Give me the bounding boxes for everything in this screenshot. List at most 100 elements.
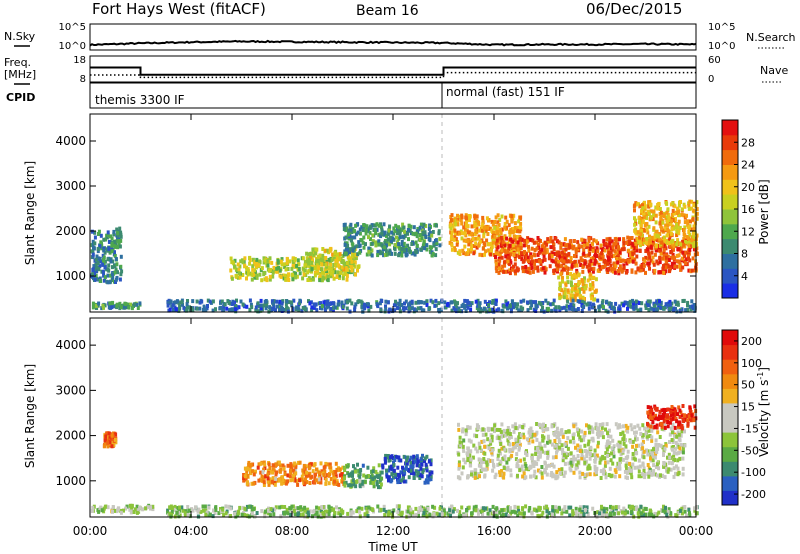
echo-cell <box>346 254 350 259</box>
echo-cell <box>376 304 380 309</box>
echo-cell <box>271 470 275 475</box>
echo-cell <box>458 231 461 236</box>
echo-cell <box>640 442 644 447</box>
echo-cell <box>624 444 628 449</box>
echo-cell <box>599 243 603 248</box>
echo-cell <box>385 234 388 239</box>
echo-cell <box>502 428 506 433</box>
echo-cell <box>618 304 622 309</box>
echo-cell <box>528 270 532 275</box>
echo-cell <box>581 282 585 287</box>
echo-cell <box>597 430 601 435</box>
echo-cell <box>622 303 626 308</box>
echo-cell <box>466 453 470 457</box>
echo-cell <box>414 469 418 474</box>
echo-cell <box>605 422 609 427</box>
echo-cell <box>295 274 299 279</box>
echo-cell <box>434 247 438 252</box>
echo-cell <box>631 452 635 456</box>
echo-cell <box>198 300 202 305</box>
echo-cell <box>690 199 694 204</box>
echo-cell <box>342 226 346 231</box>
echo-cell <box>508 442 512 447</box>
echo-cell <box>353 304 357 309</box>
echo-cell <box>569 259 573 264</box>
echo-cell <box>499 231 503 236</box>
echo-cell <box>422 240 426 245</box>
echo-cell <box>652 307 656 312</box>
echo-cell <box>305 259 309 264</box>
echo-cell <box>111 505 115 509</box>
echo-cell <box>113 240 117 245</box>
echo-cell <box>371 476 375 481</box>
echo-cell <box>475 225 479 229</box>
echo-cell <box>677 432 681 437</box>
echo-cell <box>620 269 624 274</box>
echo-cell <box>678 456 682 461</box>
echo-cell <box>582 248 586 253</box>
echo-cell <box>533 266 537 271</box>
echo-cell <box>482 226 486 231</box>
echo-cell <box>461 248 465 253</box>
cpid-panel-frame <box>89 82 697 109</box>
echo-cell <box>358 484 362 489</box>
echo-cell <box>332 262 336 267</box>
echo-cell <box>373 477 377 482</box>
echo-cell <box>403 248 406 253</box>
echo-cell <box>397 225 400 230</box>
echo-cell <box>673 407 677 412</box>
echo-cell <box>488 307 492 312</box>
echo-cell <box>515 442 519 447</box>
echo-region-5 <box>380 453 434 485</box>
echo-cell <box>253 260 257 265</box>
echo-cell <box>320 304 324 308</box>
echo-cell <box>674 217 677 221</box>
echo-cell <box>668 440 671 444</box>
echo-cell <box>533 469 537 474</box>
echo-cell <box>234 309 238 314</box>
echo-cell <box>572 424 576 429</box>
echo-cell <box>672 445 675 449</box>
echo-cell <box>552 464 556 469</box>
echo-cell <box>337 263 340 268</box>
echo-cell <box>423 300 427 305</box>
nsky-line <box>89 39 697 47</box>
echo-cell <box>533 259 537 264</box>
echo-cell <box>674 409 678 414</box>
echo-cell <box>690 299 694 304</box>
echo-cell <box>409 460 413 465</box>
echo-cell <box>116 236 119 241</box>
echo-cell <box>415 454 419 459</box>
echo-cell <box>672 247 675 252</box>
echo-cell <box>672 211 676 216</box>
echo-cell <box>468 463 472 468</box>
echo-cell <box>586 449 590 454</box>
echo-cell <box>532 464 536 469</box>
echo-cell <box>626 303 630 308</box>
echo-cell <box>608 304 612 309</box>
echo-cell <box>387 468 391 473</box>
echo-cell <box>353 260 357 265</box>
echo-cell <box>234 304 238 308</box>
echo-cell <box>633 457 637 462</box>
echo-cell <box>554 305 558 310</box>
echo-cell <box>580 456 584 461</box>
echo-cell <box>665 233 669 238</box>
echo-cell <box>487 446 491 451</box>
echo-cell <box>117 506 121 511</box>
echo-cell <box>376 253 380 258</box>
echo-cell <box>496 252 499 256</box>
echo-cell <box>530 456 534 460</box>
echo-cell <box>637 443 641 448</box>
echo-cell <box>416 459 420 464</box>
echo-cell <box>683 429 686 434</box>
echo-cell <box>124 302 128 307</box>
echo-cell <box>388 228 391 233</box>
echo-cell <box>97 267 101 272</box>
echo-cell <box>530 246 534 251</box>
echo-cell <box>569 451 573 456</box>
echo-cell <box>386 237 390 242</box>
echo-cell <box>274 462 278 467</box>
echo-cell <box>418 233 422 237</box>
echo-cell <box>481 459 485 464</box>
